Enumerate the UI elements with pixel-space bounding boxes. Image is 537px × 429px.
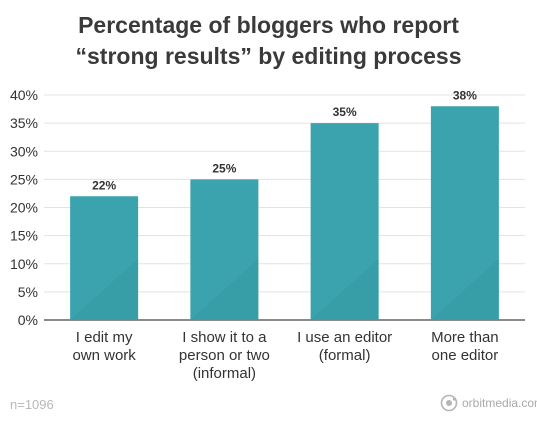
brand-text: orbitmedia.com	[462, 396, 537, 410]
data-label: 25%	[212, 161, 236, 175]
x-tick-label: person or two	[179, 347, 270, 364]
chart-title-line-1: Percentage of bloggers who report	[78, 12, 459, 38]
bar-shade	[70, 258, 139, 320]
chart-title-line-2: “strong results” by editing process	[75, 43, 462, 69]
data-label: 35%	[333, 105, 357, 119]
y-tick-label: 40%	[10, 87, 38, 103]
y-tick-label: 0%	[18, 312, 38, 328]
data-label: 22%	[92, 178, 116, 192]
y-tick-label: 20%	[10, 200, 38, 216]
orbit-logo-icon	[440, 394, 458, 412]
bar	[310, 123, 379, 320]
y-tick-label: 10%	[10, 256, 38, 272]
chart-title: Percentage of bloggers who report “stron…	[0, 10, 537, 72]
bar-shade	[430, 258, 499, 320]
y-tick-label: 30%	[10, 143, 38, 159]
y-tick-label: 25%	[10, 171, 38, 187]
sample-size-note: n=1096	[10, 397, 54, 412]
bar-shade	[310, 258, 379, 320]
bar	[70, 196, 139, 320]
x-tick-label: one editor	[432, 347, 499, 364]
brand-watermark: orbitmedia.com	[440, 393, 537, 413]
y-tick-label: 5%	[18, 284, 38, 300]
data-label: 38%	[453, 88, 477, 102]
y-tick-label: 15%	[10, 228, 38, 244]
y-tick-label: 35%	[10, 115, 38, 131]
x-tick-label: own work	[72, 347, 136, 364]
bar	[430, 106, 499, 320]
bar	[190, 179, 259, 320]
x-tick-label: (formal)	[319, 347, 371, 364]
x-tick-label: I use an editor	[297, 329, 392, 346]
x-tick-label: More than	[431, 329, 499, 346]
x-tick-label: I edit my	[76, 329, 133, 346]
x-tick-label: (informal)	[193, 365, 256, 382]
bar-shade	[190, 258, 259, 320]
x-tick-label: I show it to a	[182, 329, 267, 346]
